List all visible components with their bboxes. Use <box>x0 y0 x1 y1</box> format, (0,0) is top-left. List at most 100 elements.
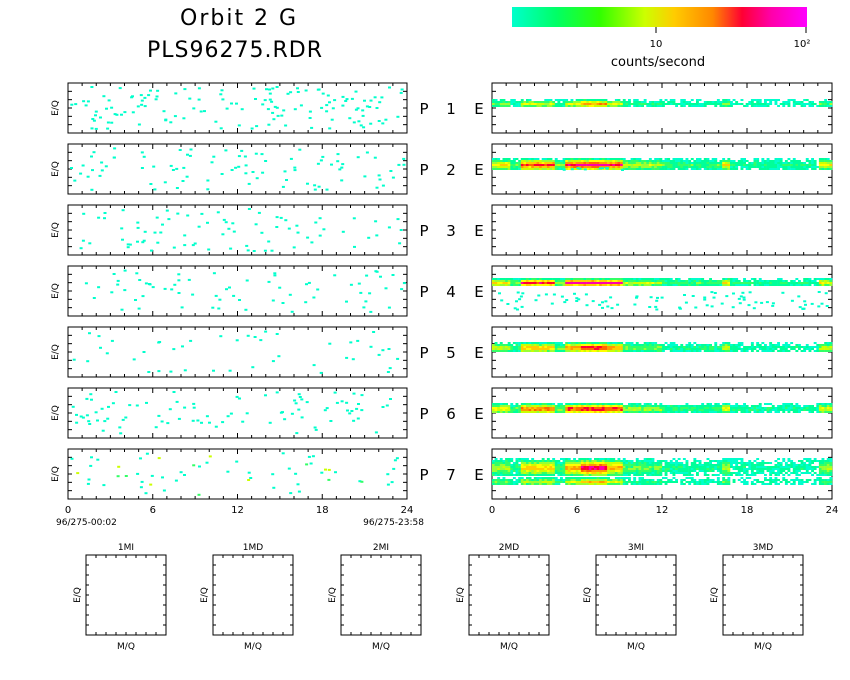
row-label-e: E <box>474 466 483 484</box>
left-panel-p1-ticks <box>67 83 408 133</box>
small-panel-xlabel: M/Q <box>500 642 518 652</box>
energy-band <box>492 477 833 485</box>
small-panel-title: 2MD <box>499 543 519 553</box>
x-tick-label: 18 <box>741 505 754 516</box>
row-label-e: E <box>474 283 483 301</box>
left-panel-p5-ticks <box>67 327 408 377</box>
right-panel-p2-ticks <box>491 144 833 194</box>
x-tick-label: 18 <box>316 505 329 516</box>
small-panel-title: 1MI <box>118 543 134 553</box>
small-panel-3mi: 3MI M/Q E/Q <box>583 543 677 652</box>
small-panel-ylabel: E/Q <box>328 587 338 603</box>
colorbar-tick-100: 10² <box>794 39 811 50</box>
speckles <box>70 147 406 191</box>
row-label-p: P <box>419 222 428 240</box>
right-panel-p3-ticks <box>491 205 833 255</box>
x-tick-label: 12 <box>231 505 244 516</box>
small-panel-ylabel: E/Q <box>583 587 593 603</box>
small-panel-xlabel: M/Q <box>372 642 390 652</box>
plot-subtitle: PLS96275.RDR <box>147 38 323 63</box>
small-panel-xlabel: M/Q <box>244 642 262 652</box>
small-panel-title: 3MD <box>753 543 773 553</box>
left-panel-p1: E/Q <box>51 82 408 134</box>
energy-band <box>492 342 833 352</box>
left-panel-p7-ticks <box>67 449 408 499</box>
left-panel-p2-ticks <box>67 144 408 194</box>
small-panel-ylabel: E/Q <box>73 587 83 603</box>
small-panel-ylabel: E/Q <box>200 587 210 603</box>
row-label-number: 6 <box>446 405 456 423</box>
energy-band <box>492 403 833 413</box>
right-panel-p1-frame <box>491 82 833 134</box>
small-panel-title: 3MI <box>628 543 644 553</box>
left-panel-p3-ticks <box>67 205 408 255</box>
row-label-e: E <box>474 405 483 423</box>
left-panel-p5-frame <box>67 326 408 378</box>
speckles <box>79 208 403 252</box>
small-panel-ticks <box>341 555 421 635</box>
x-tick-label: 6 <box>574 505 580 516</box>
y-axis-label: E/Q <box>51 283 61 299</box>
speckles <box>84 269 406 313</box>
start-time-label: 96/275-00:02 <box>56 518 117 528</box>
right-panel-p4-ticks <box>491 266 833 316</box>
y-axis-label: E/Q <box>51 100 61 116</box>
row-label-number: 5 <box>446 344 456 362</box>
speckles <box>558 167 624 171</box>
small-panel-frame <box>212 554 294 636</box>
left-panel-p7: E/Q <box>51 448 408 500</box>
row-label-number: 2 <box>446 161 456 179</box>
row-label-e: E <box>474 344 483 362</box>
small-panel-1mi: 1MI M/Q E/Q <box>73 543 167 652</box>
row-label-p: P <box>419 161 428 179</box>
energy-band <box>492 158 833 170</box>
small-panel-frame <box>340 554 422 636</box>
x-tick-label: 12 <box>656 505 669 516</box>
left-panel-p6-ticks <box>67 388 408 438</box>
speckles <box>498 291 829 311</box>
small-panel-frame <box>595 554 677 636</box>
left-panel-p7-frame <box>67 448 408 500</box>
right-panel-p1-ticks <box>491 83 833 133</box>
right-panel-p3 <box>491 204 833 256</box>
energy-band <box>492 99 833 107</box>
small-panel-ticks <box>596 555 676 635</box>
row-label-number: 3 <box>446 222 456 240</box>
row-label-p: P <box>419 344 428 362</box>
energy-band <box>492 458 833 476</box>
row-label-p: P <box>419 466 428 484</box>
left-panel-p2: E/Q <box>51 143 408 195</box>
speckles <box>70 86 404 130</box>
left-panel-p4: E/Q <box>51 265 408 317</box>
row-label-p: P <box>419 283 428 301</box>
left-panel-p5: E/Q <box>51 326 408 378</box>
small-panel-xlabel: M/Q <box>627 642 645 652</box>
end-time-label: 96/275-23:58 <box>363 518 424 528</box>
small-panel-ticks <box>469 555 549 635</box>
speckles <box>71 391 392 435</box>
plot-title: Orbit 2 G <box>180 6 299 31</box>
small-panel-ylabel: E/Q <box>710 587 720 603</box>
row-label-e: E <box>474 161 483 179</box>
speckles <box>70 452 399 496</box>
small-panel-ticks <box>213 555 293 635</box>
small-panel-2mi: 2MI M/Q E/Q <box>328 543 422 652</box>
row-label-e: E <box>474 100 483 118</box>
left-panel-p3: E/Q <box>51 204 408 256</box>
x-tick-label: 0 <box>65 505 71 516</box>
small-panel-ticks <box>723 555 803 635</box>
small-panel-1md: 1MD M/Q E/Q <box>200 543 294 652</box>
colorbar: 10 10² counts/second <box>512 7 810 70</box>
x-tick-labels: 0 0 6 6 12 12 18 18 24 24 96/275-00:02 96/275-23:58 <box>56 505 838 528</box>
row-labels: P 1 EP 2 EP 3 EP 4 EP 5 EP 6 EP 7 E <box>419 100 483 484</box>
row-label-p: P <box>419 100 428 118</box>
x-tick-label: 24 <box>826 505 839 516</box>
right-panel-p7 <box>491 448 833 500</box>
row-label-p: P <box>419 405 428 423</box>
left-panel-p6: E/Q <box>51 387 408 439</box>
